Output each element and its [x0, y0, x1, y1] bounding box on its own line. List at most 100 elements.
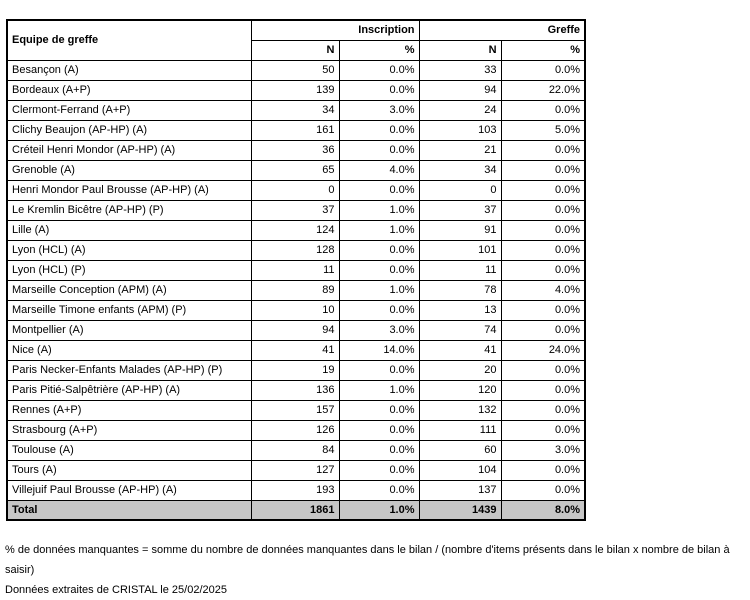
- inscription-n-cell: 10: [250, 299, 340, 321]
- greffe-pct-cell: 3.0%: [500, 439, 586, 461]
- team-cell: Strasbourg (A+P): [6, 419, 252, 441]
- table-row: Créteil Henri Mondor (AP-HP) (A) 36 0.0% 21…: [6, 139, 586, 161]
- greffe-pct-cell: 0.0%: [500, 99, 586, 121]
- greffe-n-cell: 94: [418, 79, 502, 101]
- greffe-n-cell: 74: [418, 319, 502, 341]
- greffe-pct-cell: 0.0%: [500, 239, 586, 261]
- greffe-pct-cell: 0.0%: [500, 479, 586, 501]
- total-inscription-pct-cell: 1.0%: [338, 499, 420, 521]
- inscription-pct-cell: 0.0%: [338, 439, 420, 461]
- total-greffe-n-cell: 1439: [418, 499, 502, 521]
- team-cell: Paris Necker-Enfants Malades (AP-HP) (P): [6, 359, 252, 381]
- inscription-n-header: N: [250, 39, 340, 61]
- greffe-pct-cell: 0.0%: [500, 379, 586, 401]
- inscription-n-cell: 128: [250, 239, 340, 261]
- greffe-n-cell: 37: [418, 199, 502, 221]
- greffe-n-cell: 21: [418, 139, 502, 161]
- table-row: Montpellier (A) 94 3.0% 74 0.0%: [6, 319, 586, 341]
- greffe-n-cell: 120: [418, 379, 502, 401]
- team-cell: Marseille Timone enfants (APM) (P): [6, 299, 252, 321]
- greffe-pct-cell: 24.0%: [500, 339, 586, 361]
- inscription-n-cell: 34: [250, 99, 340, 121]
- team-cell: Nice (A): [6, 339, 252, 361]
- table-row: Besançon (A) 50 0.0% 33 0.0%: [6, 59, 586, 81]
- greffe-pct-cell: 0.0%: [500, 299, 586, 321]
- greffe-pct-cell: 0.0%: [500, 199, 586, 221]
- inscription-pct-cell: 0.0%: [338, 299, 420, 321]
- greffe-n-cell: 137: [418, 479, 502, 501]
- inscription-n-cell: 136: [250, 379, 340, 401]
- team-cell: Bordeaux (A+P): [6, 79, 252, 101]
- table-row: Lyon (HCL) (P) 11 0.0% 11 0.0%: [6, 259, 586, 281]
- greffe-pct-cell: 0.0%: [500, 319, 586, 341]
- team-cell: Rennes (A+P): [6, 399, 252, 421]
- inscription-n-cell: 65: [250, 159, 340, 181]
- table-row: Clichy Beaujon (AP-HP) (A) 161 0.0% 103 5.0%: [6, 119, 586, 141]
- inscription-n-cell: 193: [250, 479, 340, 501]
- table-row: Paris Pitié-Salpêtrière (AP-HP) (A) 136 1.…: [6, 379, 586, 401]
- table-header: Equipe de greffe Inscription Greffe N % …: [6, 19, 586, 61]
- greffe-pct-cell: 0.0%: [500, 399, 586, 421]
- inscription-pct-cell: 3.0%: [338, 319, 420, 341]
- greffe-pct-cell: 4.0%: [500, 279, 586, 301]
- table-row: Toulouse (A) 84 0.0% 60 3.0%: [6, 439, 586, 461]
- inscription-pct-cell: 0.0%: [338, 119, 420, 141]
- greffe-n-cell: 101: [418, 239, 502, 261]
- team-cell: Lyon (HCL) (A): [6, 239, 252, 261]
- table-row: Henri Mondor Paul Brousse (AP-HP) (A) 0 0.…: [6, 179, 586, 201]
- team-cell: Le Kremlin Bicêtre (AP-HP) (P): [6, 199, 252, 221]
- inscription-pct-cell: 1.0%: [338, 379, 420, 401]
- table-row: Marseille Conception (APM) (A) 89 1.0% 78 4.…: [6, 279, 586, 301]
- inscription-pct-cell: 0.0%: [338, 79, 420, 101]
- inscription-pct-cell: 0.0%: [338, 399, 420, 421]
- inscription-pct-cell: 1.0%: [338, 199, 420, 221]
- greffe-n-header: N: [418, 39, 502, 61]
- table-row: Strasbourg (A+P) 126 0.0% 111 0.0%: [6, 419, 586, 441]
- greffe-pct-cell: 0.0%: [500, 359, 586, 381]
- greffe-table: Equipe de greffe Inscription Greffe N % …: [6, 19, 587, 521]
- inscription-pct-cell: 14.0%: [338, 339, 420, 361]
- inscription-pct-cell: 0.0%: [338, 239, 420, 261]
- table-row: Le Kremlin Bicêtre (AP-HP) (P) 37 1.0% 37 0.…: [6, 199, 586, 221]
- inscription-pct-cell: 0.0%: [338, 179, 420, 201]
- table-row: Lyon (HCL) (A) 128 0.0% 101 0.0%: [6, 239, 586, 261]
- greffe-n-cell: 13: [418, 299, 502, 321]
- greffe-group-header: Greffe: [418, 19, 586, 41]
- inscription-n-cell: 126: [250, 419, 340, 441]
- inscription-pct-cell: 0.0%: [338, 59, 420, 81]
- inscription-n-cell: 11: [250, 259, 340, 281]
- greffe-pct-cell: 0.0%: [500, 419, 586, 441]
- total-row: Total 1861 1.0% 1439 8.0%: [6, 499, 586, 521]
- inscription-pct-cell: 0.0%: [338, 479, 420, 501]
- inscription-n-cell: 127: [250, 459, 340, 481]
- greffe-n-cell: 20: [418, 359, 502, 381]
- greffe-pct-cell: 0.0%: [500, 179, 586, 201]
- inscription-group-header: Inscription: [250, 19, 420, 41]
- greffe-n-cell: 0: [418, 179, 502, 201]
- team-cell: Clichy Beaujon (AP-HP) (A): [6, 119, 252, 141]
- inscription-n-cell: 139: [250, 79, 340, 101]
- table-footer: Total 1861 1.0% 1439 8.0%: [6, 499, 586, 521]
- inscription-pct-cell: 1.0%: [338, 219, 420, 241]
- inscription-n-cell: 94: [250, 319, 340, 341]
- inscription-pct-header: %: [338, 39, 420, 61]
- inscription-n-cell: 36: [250, 139, 340, 161]
- team-cell: Grenoble (A): [6, 159, 252, 181]
- table-row: Lille (A) 124 1.0% 91 0.0%: [6, 219, 586, 241]
- team-cell: Henri Mondor Paul Brousse (AP-HP) (A): [6, 179, 252, 201]
- greffe-n-cell: 24: [418, 99, 502, 121]
- footnote-missing-data-definition: % de données manquantes = somme du nombr…: [5, 544, 730, 576]
- greffe-n-cell: 33: [418, 59, 502, 81]
- greffe-n-cell: 103: [418, 119, 502, 141]
- table-row: Nice (A) 41 14.0% 41 24.0%: [6, 339, 586, 361]
- team-cell: Marseille Conception (APM) (A): [6, 279, 252, 301]
- greffe-pct-cell: 5.0%: [500, 119, 586, 141]
- greffe-pct-cell: 0.0%: [500, 259, 586, 281]
- greffe-report: Equipe de greffe Inscription Greffe N % …: [6, 19, 587, 521]
- team-cell: Montpellier (A): [6, 319, 252, 341]
- table-row: Tours (A) 127 0.0% 104 0.0%: [6, 459, 586, 481]
- inscription-n-cell: 89: [250, 279, 340, 301]
- greffe-pct-cell: 0.0%: [500, 139, 586, 161]
- greffe-n-cell: 78: [418, 279, 502, 301]
- team-cell: Villejuif Paul Brousse (AP-HP) (A): [6, 479, 252, 501]
